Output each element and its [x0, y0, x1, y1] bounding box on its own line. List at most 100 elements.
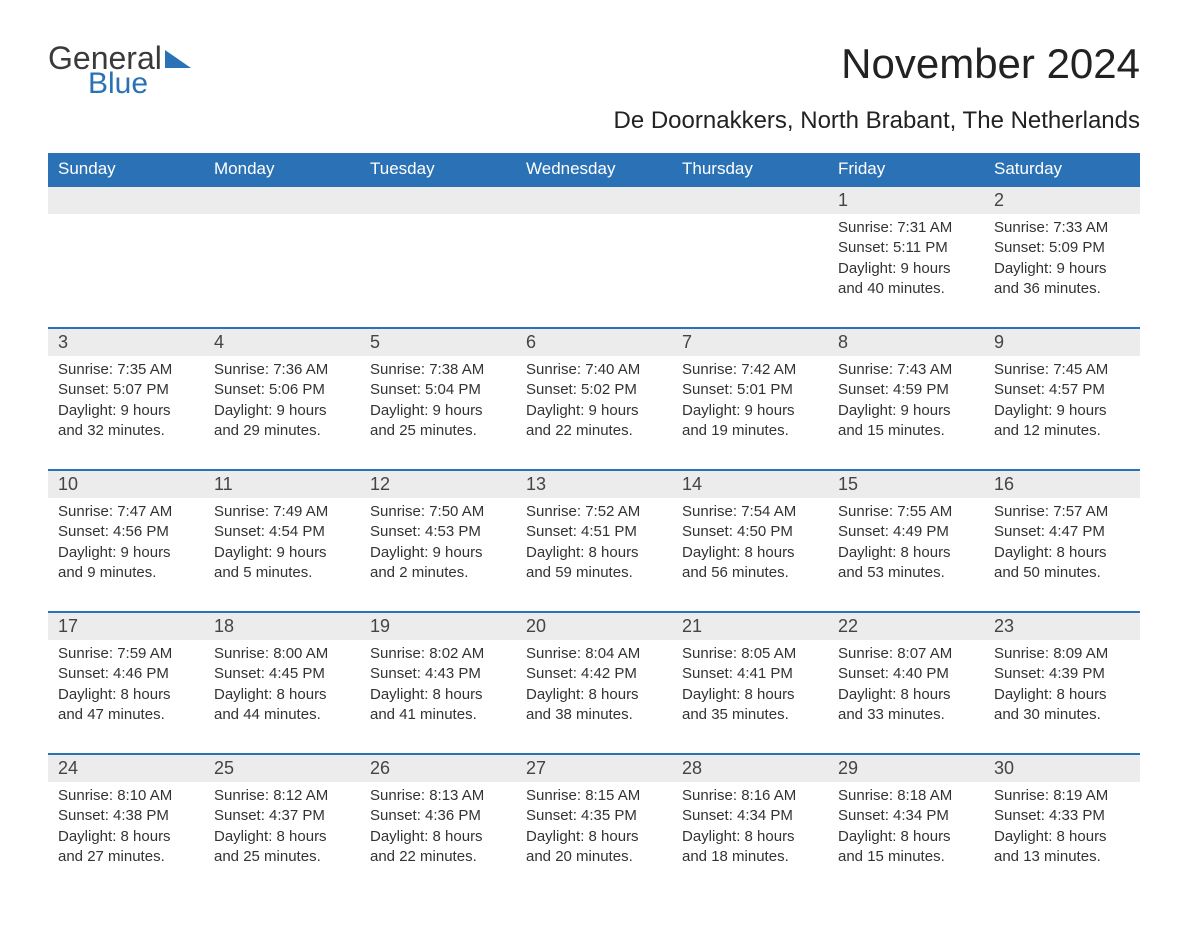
day-cell: Sunrise: 8:12 AMSunset: 4:37 PMDaylight:… — [204, 782, 360, 895]
day-number: 19 — [360, 613, 516, 640]
day-cell: Sunrise: 8:04 AMSunset: 4:42 PMDaylight:… — [516, 640, 672, 753]
day-cell: Sunrise: 7:42 AMSunset: 5:01 PMDaylight:… — [672, 356, 828, 469]
day-cell: Sunrise: 7:40 AMSunset: 5:02 PMDaylight:… — [516, 356, 672, 469]
day-d2: and 22 minutes. — [526, 421, 662, 441]
day-cell: Sunrise: 7:50 AMSunset: 4:53 PMDaylight:… — [360, 498, 516, 611]
day-d1: Daylight: 9 hours — [214, 401, 350, 421]
day-d1: Daylight: 9 hours — [838, 401, 974, 421]
day-sunset: Sunset: 4:57 PM — [994, 380, 1130, 400]
day-sunset: Sunset: 4:33 PM — [994, 806, 1130, 826]
day-d1: Daylight: 8 hours — [682, 685, 818, 705]
day-number: 16 — [984, 471, 1140, 498]
day-sunset: Sunset: 4:47 PM — [994, 522, 1130, 542]
day-sunset: Sunset: 4:51 PM — [526, 522, 662, 542]
day-cell: Sunrise: 8:10 AMSunset: 4:38 PMDaylight:… — [48, 782, 204, 895]
day-sunrise: Sunrise: 7:52 AM — [526, 502, 662, 522]
day-d2: and 25 minutes. — [370, 421, 506, 441]
day-d2: and 30 minutes. — [994, 705, 1130, 725]
day-sunrise: Sunrise: 7:35 AM — [58, 360, 194, 380]
day-d2: and 44 minutes. — [214, 705, 350, 725]
day-sunset: Sunset: 4:45 PM — [214, 664, 350, 684]
day-cell: Sunrise: 7:45 AMSunset: 4:57 PMDaylight:… — [984, 356, 1140, 469]
day-d1: Daylight: 8 hours — [214, 827, 350, 847]
day-sunrise: Sunrise: 8:09 AM — [994, 644, 1130, 664]
day-d1: Daylight: 8 hours — [214, 685, 350, 705]
day-cell: Sunrise: 7:33 AMSunset: 5:09 PMDaylight:… — [984, 214, 1140, 327]
day-cell: Sunrise: 8:16 AMSunset: 4:34 PMDaylight:… — [672, 782, 828, 895]
day-number: 24 — [48, 755, 204, 782]
day-sunset: Sunset: 4:49 PM — [838, 522, 974, 542]
day-cell: Sunrise: 7:55 AMSunset: 4:49 PMDaylight:… — [828, 498, 984, 611]
day-d2: and 41 minutes. — [370, 705, 506, 725]
day-cell: Sunrise: 7:43 AMSunset: 4:59 PMDaylight:… — [828, 356, 984, 469]
day-number: 17 — [48, 613, 204, 640]
day-sunrise: Sunrise: 7:38 AM — [370, 360, 506, 380]
day-cell — [204, 214, 360, 327]
day-number: 30 — [984, 755, 1140, 782]
day-number: 3 — [48, 329, 204, 356]
calendar: Sunday Monday Tuesday Wednesday Thursday… — [48, 153, 1140, 895]
day-d1: Daylight: 8 hours — [838, 827, 974, 847]
daynum-row: 12 — [48, 187, 1140, 214]
day-cell: Sunrise: 7:47 AMSunset: 4:56 PMDaylight:… — [48, 498, 204, 611]
day-number: 7 — [672, 329, 828, 356]
day-cell: Sunrise: 8:07 AMSunset: 4:40 PMDaylight:… — [828, 640, 984, 753]
day-sunrise: Sunrise: 8:19 AM — [994, 786, 1130, 806]
day-cell: Sunrise: 8:02 AMSunset: 4:43 PMDaylight:… — [360, 640, 516, 753]
brand-triangle-icon — [165, 50, 191, 68]
day-d2: and 22 minutes. — [370, 847, 506, 867]
dow-saturday: Saturday — [984, 153, 1140, 185]
day-number: 25 — [204, 755, 360, 782]
calendar-week: 10111213141516Sunrise: 7:47 AMSunset: 4:… — [48, 469, 1140, 611]
day-d2: and 5 minutes. — [214, 563, 350, 583]
day-number — [360, 187, 516, 214]
day-sunrise: Sunrise: 7:59 AM — [58, 644, 194, 664]
day-d1: Daylight: 8 hours — [370, 827, 506, 847]
day-d2: and 38 minutes. — [526, 705, 662, 725]
header: General Blue November 2024 — [48, 40, 1140, 101]
day-d2: and 13 minutes. — [994, 847, 1130, 867]
day-d2: and 20 minutes. — [526, 847, 662, 867]
page-title: November 2024 — [841, 40, 1140, 88]
day-d2: and 9 minutes. — [58, 563, 194, 583]
day-sunrise: Sunrise: 8:18 AM — [838, 786, 974, 806]
daynum-row: 3456789 — [48, 329, 1140, 356]
day-number: 12 — [360, 471, 516, 498]
dow-sunday: Sunday — [48, 153, 204, 185]
day-sunset: Sunset: 4:53 PM — [370, 522, 506, 542]
day-d1: Daylight: 9 hours — [214, 543, 350, 563]
day-cell — [360, 214, 516, 327]
day-d1: Daylight: 9 hours — [994, 259, 1130, 279]
day-cell: Sunrise: 8:15 AMSunset: 4:35 PMDaylight:… — [516, 782, 672, 895]
day-sunrise: Sunrise: 7:55 AM — [838, 502, 974, 522]
day-sunrise: Sunrise: 7:47 AM — [58, 502, 194, 522]
day-cell: Sunrise: 8:19 AMSunset: 4:33 PMDaylight:… — [984, 782, 1140, 895]
brand-logo: General Blue — [48, 40, 191, 101]
day-d2: and 40 minutes. — [838, 279, 974, 299]
day-d1: Daylight: 8 hours — [526, 685, 662, 705]
dow-header-row: Sunday Monday Tuesday Wednesday Thursday… — [48, 153, 1140, 185]
day-number: 26 — [360, 755, 516, 782]
day-d1: Daylight: 8 hours — [526, 827, 662, 847]
day-cell — [672, 214, 828, 327]
day-number: 20 — [516, 613, 672, 640]
day-sunset: Sunset: 4:50 PM — [682, 522, 818, 542]
day-d1: Daylight: 8 hours — [682, 827, 818, 847]
day-d1: Daylight: 8 hours — [994, 543, 1130, 563]
day-cell: Sunrise: 7:57 AMSunset: 4:47 PMDaylight:… — [984, 498, 1140, 611]
day-number: 6 — [516, 329, 672, 356]
day-cell: Sunrise: 8:09 AMSunset: 4:39 PMDaylight:… — [984, 640, 1140, 753]
day-sunset: Sunset: 5:01 PM — [682, 380, 818, 400]
day-cell: Sunrise: 7:35 AMSunset: 5:07 PMDaylight:… — [48, 356, 204, 469]
day-d1: Daylight: 8 hours — [58, 685, 194, 705]
day-sunset: Sunset: 4:34 PM — [682, 806, 818, 826]
day-d2: and 33 minutes. — [838, 705, 974, 725]
day-sunrise: Sunrise: 7:43 AM — [838, 360, 974, 380]
day-number: 11 — [204, 471, 360, 498]
day-sunrise: Sunrise: 7:36 AM — [214, 360, 350, 380]
day-cell: Sunrise: 7:38 AMSunset: 5:04 PMDaylight:… — [360, 356, 516, 469]
day-d2: and 15 minutes. — [838, 421, 974, 441]
day-d2: and 35 minutes. — [682, 705, 818, 725]
day-sunrise: Sunrise: 8:15 AM — [526, 786, 662, 806]
day-number: 10 — [48, 471, 204, 498]
